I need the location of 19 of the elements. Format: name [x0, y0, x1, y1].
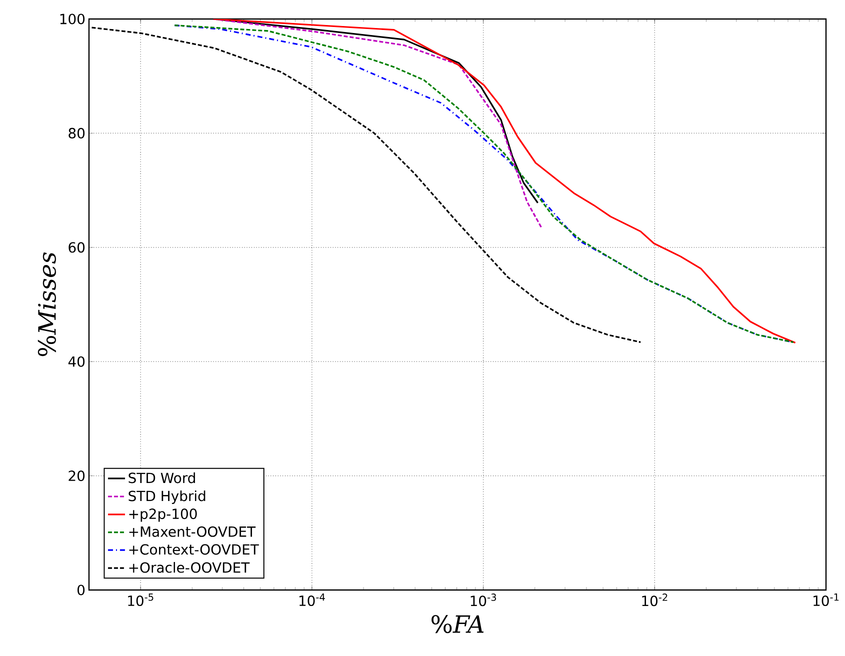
- x-tick-label: 10$^{-4}$: [299, 594, 325, 606]
- legend-label: STD Hybrid: [128, 490, 206, 504]
- y-tick-label: 100: [60, 14, 85, 24]
- legend-label: +Context-OOVDET: [129, 544, 259, 555]
- y-tick-label: 0: [78, 584, 85, 596]
- y-tick-label: 60: [68, 242, 85, 253]
- y-tick-label: 80: [68, 128, 85, 138]
- y-tick-label: 40: [68, 356, 85, 367]
- x-tick-label: 10$^{-5}$: [128, 594, 154, 606]
- x-tick-label: 10$^{-1}$: [814, 594, 839, 606]
- x-tick-label: 10$^{-3}$: [470, 594, 496, 606]
- x-tick-label: 10$^{-2}$: [642, 594, 668, 606]
- y-axis-title: %Misses: [38, 252, 56, 356]
- legend-label: STD Word: [128, 472, 195, 484]
- y-tick-label: 20: [68, 470, 85, 482]
- legend-label: +Oracle-OOVDET: [129, 562, 250, 573]
- legend-label: +p2p-100: [129, 508, 197, 522]
- legend-label: +Maxent-OOVDET: [129, 526, 256, 537]
- x-axis-title: %FA: [432, 615, 484, 634]
